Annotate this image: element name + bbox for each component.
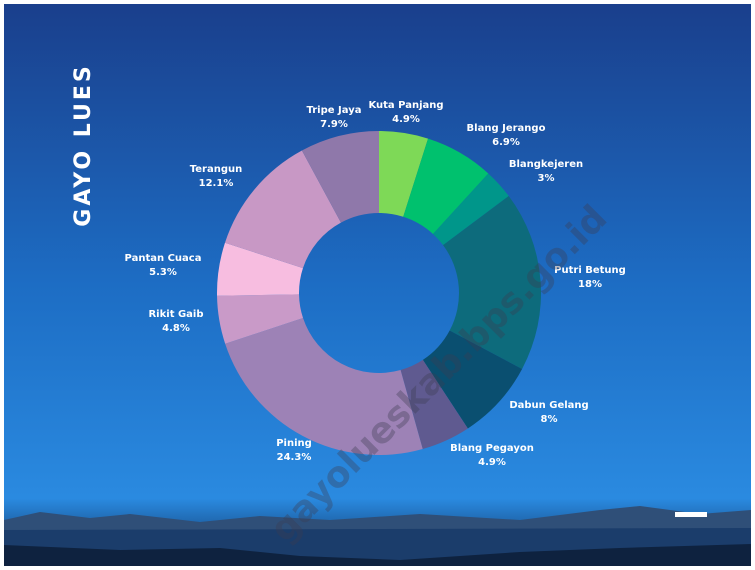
segment-value: 7.9% [320, 119, 348, 130]
segment-name: Kuta Panjang [368, 100, 443, 111]
segment-name: Blangkejeren [509, 159, 583, 170]
segment-name: Tripe Jaya [307, 105, 362, 116]
segment-value: 4.9% [392, 114, 420, 125]
segment-name: Pantan Cuaca [125, 253, 202, 264]
page: {"chart_data": {"type": "donut", "title"… [0, 0, 755, 570]
segment-value: 6.9% [492, 137, 520, 148]
segment-name: Rikit Gaib [148, 309, 203, 320]
segment-value: 18% [578, 279, 602, 290]
segment-name: Blang Jerango [467, 123, 546, 134]
segment-name: Terangun [190, 164, 242, 175]
segment-name: Blang Pegayon [450, 443, 534, 454]
segment-value: 8% [541, 414, 558, 425]
segment-value: 5.3% [149, 267, 177, 278]
segment-name: Pining [276, 438, 312, 449]
segment-value: 12.1% [199, 178, 234, 189]
infographic: GAYO LUES Kuta Panjang 4.9% Blang Jerango 6… [0, 0, 755, 570]
segment-value: 4.9% [478, 457, 506, 468]
segment-name: Dabun Gelang [509, 400, 588, 411]
background [4, 4, 751, 566]
segment-value: 24.3% [277, 452, 312, 463]
title: GAYO LUES [71, 63, 96, 226]
segment-value: 3% [538, 173, 555, 184]
decor-bar [675, 512, 707, 517]
segment-value: 4.8% [162, 323, 190, 334]
